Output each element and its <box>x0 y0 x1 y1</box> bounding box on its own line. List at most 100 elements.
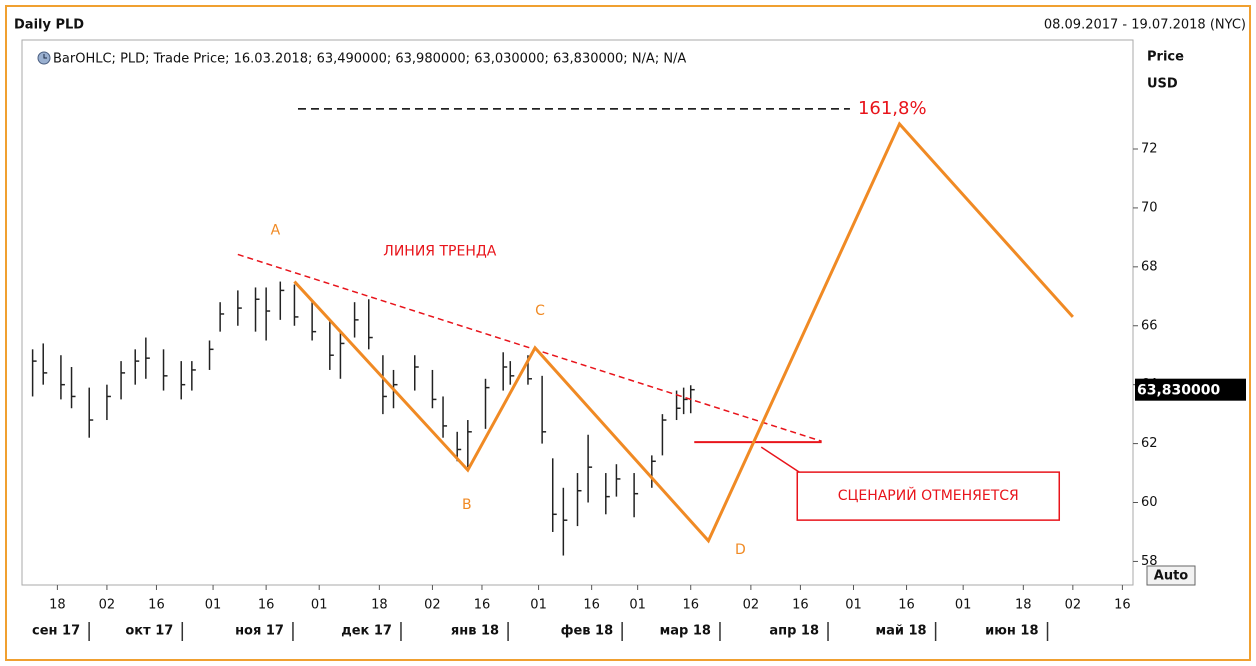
price-bar <box>353 302 359 338</box>
y-tick-label: 58 <box>1141 554 1158 569</box>
price-bar <box>633 473 639 518</box>
invalidation-box <box>796 471 1061 521</box>
invalidation-label: СЦЕНАРИЙ ОТМЕНЯЕТСЯ <box>838 486 1019 504</box>
chart-title: Daily PLD <box>14 18 84 33</box>
y-axis-label: Price <box>1147 50 1184 65</box>
price-bar <box>541 375 547 444</box>
price-bar <box>180 361 186 400</box>
price-bar <box>502 352 508 391</box>
price-bar <box>551 458 557 532</box>
price-bar <box>191 361 196 391</box>
wave-label: B <box>462 497 472 513</box>
x-tick-label: 01 <box>629 598 646 613</box>
price-bar <box>382 355 387 415</box>
y-tick-label: 66 <box>1141 318 1158 333</box>
wave-line <box>293 121 1074 544</box>
y-tick-label: 60 <box>1141 495 1158 510</box>
y-tick-label: 70 <box>1141 200 1158 215</box>
last-price-label: 63,830000 <box>1137 383 1221 399</box>
price-bar <box>442 396 448 438</box>
price-bar <box>106 384 111 421</box>
x-tick-label: 01 <box>845 598 862 613</box>
legend-icon-hands <box>43 54 47 59</box>
x-tick-label: 02 <box>424 598 441 613</box>
x-tick-label: 02 <box>743 598 760 613</box>
legend: BarOHLC; PLD; Trade Price; 16.03.2018; 6… <box>53 52 686 67</box>
price-bar <box>576 473 582 527</box>
price-bar <box>682 387 688 415</box>
x-tick-label: 01 <box>205 598 222 613</box>
x-tick-label: 01 <box>530 598 547 613</box>
x-tick-label: 16 <box>792 598 809 613</box>
price-bar <box>431 369 437 409</box>
wave-label-box <box>526 294 555 327</box>
scale-button-label[interactable]: Auto <box>1154 569 1189 584</box>
wave-label-box <box>261 214 290 247</box>
price-bar <box>60 355 65 400</box>
price-bar <box>509 361 515 385</box>
price-bar <box>134 349 140 385</box>
month-label: окт 17 <box>125 624 173 639</box>
x-tick-label: 02 <box>1065 598 1082 613</box>
price-bar <box>237 290 242 326</box>
price-bar <box>254 287 260 332</box>
price-bar <box>661 414 667 456</box>
fib-level-label: 161,8% <box>858 98 927 119</box>
trend-line <box>237 253 822 442</box>
price-bar <box>70 367 76 409</box>
price-bar <box>145 337 150 379</box>
month-label: сен 17 <box>32 624 80 639</box>
price-bar <box>311 302 317 341</box>
y-tick-label: 68 <box>1141 259 1158 274</box>
x-tick-label: 16 <box>474 598 491 613</box>
price-bar <box>42 343 48 385</box>
month-label: май 18 <box>875 624 926 639</box>
wave-label-box <box>452 489 481 522</box>
y-axis-unit: USD <box>1147 77 1178 92</box>
trend-line-label: ЛИНИЯ ТРЕНДА <box>383 243 496 259</box>
scale-button-box[interactable] <box>1146 565 1196 586</box>
wave-label: D <box>735 542 746 558</box>
month-label: ноя 17 <box>235 624 284 639</box>
price-bar <box>413 355 419 391</box>
scale-button[interactable]: Auto <box>1146 565 1196 586</box>
last-price-box <box>1135 378 1246 401</box>
wave-label: A <box>271 223 281 239</box>
price-bar <box>467 420 472 468</box>
invalidation-connector <box>760 446 800 473</box>
price-bar <box>484 378 490 429</box>
month-label: фев 18 <box>561 624 614 639</box>
x-tick-label: 02 <box>99 598 116 613</box>
x-tick-label: 16 <box>682 598 699 613</box>
price-bar <box>587 434 593 503</box>
price-bar <box>339 331 345 379</box>
x-tick-label: 18 <box>1015 598 1032 613</box>
price-bar <box>279 281 285 320</box>
x-tick-label: 16 <box>1114 598 1131 613</box>
date-range: 08.09.2017 - 19.07.2018 (NYC) <box>1044 18 1246 33</box>
month-label: дек 17 <box>341 624 392 639</box>
x-tick-label: 18 <box>371 598 388 613</box>
month-label: мар 18 <box>660 624 711 639</box>
month-label: апр 18 <box>769 624 819 639</box>
price-bar <box>219 302 225 332</box>
price-bar <box>208 340 214 370</box>
price-bar <box>605 473 610 515</box>
x-tick-label: 16 <box>148 598 165 613</box>
price-bar <box>293 284 299 326</box>
price-bar <box>562 487 568 556</box>
y-tick-label: 72 <box>1141 142 1158 157</box>
price-bar <box>651 455 656 488</box>
x-tick-label: 16 <box>898 598 915 613</box>
price-bar <box>31 349 37 397</box>
y-tick-label: 62 <box>1141 436 1158 451</box>
month-label: июн 18 <box>985 624 1038 639</box>
x-tick-label: 16 <box>258 598 275 613</box>
price-bar <box>615 464 621 497</box>
wave-label-box <box>726 533 755 566</box>
price-bar <box>162 349 168 391</box>
wave-label: C <box>535 303 545 319</box>
x-tick-label: 01 <box>311 598 328 613</box>
